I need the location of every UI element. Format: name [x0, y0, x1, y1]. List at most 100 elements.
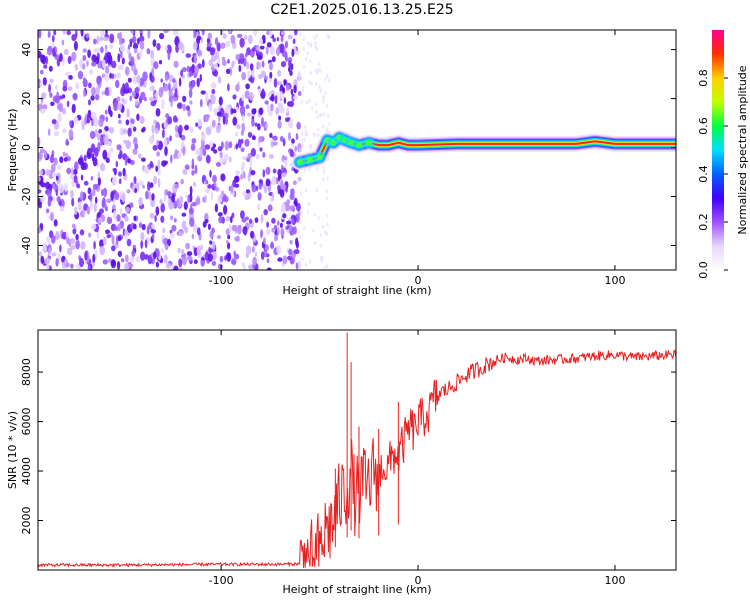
noise-speckle [139, 40, 145, 50]
noise-speckle [87, 265, 92, 270]
noise-speckle [234, 224, 238, 234]
noise-speckle [121, 57, 125, 65]
noise-speckle [65, 138, 69, 146]
noise-speckle [293, 84, 297, 94]
noise-speckle [118, 64, 124, 71]
noise-speckle [288, 60, 292, 68]
noise-speckle [164, 46, 168, 52]
noise-speckle [61, 107, 67, 115]
noise-speckle [104, 44, 108, 50]
noise-speckle [66, 30, 71, 36]
noise-speckle [131, 90, 136, 98]
noise-speckle [215, 124, 221, 134]
noise-speckle [259, 45, 265, 50]
noise-speckle [90, 95, 95, 101]
noise-speckle [91, 54, 97, 63]
noise-speckle [98, 217, 103, 223]
noise-speckle [102, 259, 109, 265]
noise-speckle [136, 113, 140, 121]
noise-speckle [141, 157, 146, 162]
noise-speckle [104, 109, 108, 115]
noise-speckle [55, 230, 60, 241]
noise-speckle [163, 193, 167, 202]
noise-speckle [306, 100, 309, 105]
noise-speckle [99, 208, 104, 214]
noise-speckle [298, 147, 302, 152]
noise-speckle [61, 39, 65, 46]
noise-speckle [96, 162, 100, 168]
noise-speckle [100, 136, 103, 147]
noise-speckle [274, 95, 278, 105]
noise-speckle [79, 191, 84, 201]
noise-speckle [269, 132, 273, 138]
noise-speckle [211, 88, 216, 95]
noise-speckle [135, 86, 140, 94]
noise-speckle [53, 131, 60, 137]
noise-speckle [261, 60, 265, 68]
noise-speckle [290, 63, 294, 71]
noise-speckle [151, 193, 155, 201]
noise-speckle [155, 108, 161, 117]
noise-speckle [210, 191, 214, 201]
noise-speckle [125, 206, 130, 213]
noise-speckle [126, 108, 130, 118]
noise-speckle [139, 30, 144, 34]
noise-speckle [289, 239, 293, 245]
noise-speckle [124, 156, 128, 166]
noise-speckle [258, 136, 263, 143]
noise-speckle [192, 181, 197, 187]
noise-speckle [276, 245, 282, 255]
noise-speckle [286, 106, 290, 115]
noise-speckle [65, 231, 69, 239]
noise-speckle [189, 185, 193, 195]
noise-speckle [194, 164, 198, 175]
noise-speckle [286, 84, 290, 92]
noise-speckle [132, 244, 136, 249]
noise-speckle [224, 116, 229, 125]
noise-speckle [181, 212, 187, 217]
noise-speckle [302, 46, 305, 51]
noise-speckle [91, 61, 97, 67]
spectrogram-y-tick-label: -20 [20, 188, 33, 206]
noise-speckle [278, 115, 282, 121]
noise-speckle [174, 218, 177, 223]
noise-speckle [205, 154, 211, 164]
noise-speckle [96, 35, 100, 45]
noise-speckle [276, 37, 280, 42]
noise-speckle [80, 210, 84, 218]
noise-speckle [265, 228, 271, 235]
noise-speckle [196, 77, 200, 88]
noise-speckle [100, 30, 105, 37]
noise-speckle [240, 129, 244, 136]
noise-speckle [80, 174, 84, 181]
noise-speckle [46, 208, 50, 214]
noise-speckle [88, 232, 92, 238]
noise-speckle [177, 127, 181, 134]
noise-speckle [297, 210, 301, 216]
noise-speckle [108, 258, 112, 263]
noise-speckle [246, 245, 252, 255]
noise-speckle [62, 128, 67, 134]
noise-speckle [138, 153, 142, 159]
noise-speckle [282, 213, 287, 219]
noise-speckle [181, 248, 185, 256]
noise-speckle [117, 250, 123, 258]
noise-speckle [65, 262, 70, 268]
noise-speckle [62, 30, 66, 35]
noise-speckle [271, 56, 276, 63]
noise-speckle [213, 149, 218, 154]
noise-speckle [147, 181, 151, 192]
noise-speckle [174, 36, 180, 47]
noise-speckle [297, 176, 302, 182]
noise-speckle [191, 79, 196, 87]
noise-speckle [262, 37, 266, 43]
noise-speckle [139, 116, 145, 124]
noise-speckle [225, 216, 231, 222]
noise-speckle [44, 150, 48, 159]
noise-speckle [48, 65, 53, 72]
noise-speckle [40, 96, 44, 104]
noise-speckle [174, 132, 181, 138]
noise-speckle [95, 93, 100, 101]
noise-speckle [268, 91, 272, 99]
noise-speckle [98, 129, 102, 134]
